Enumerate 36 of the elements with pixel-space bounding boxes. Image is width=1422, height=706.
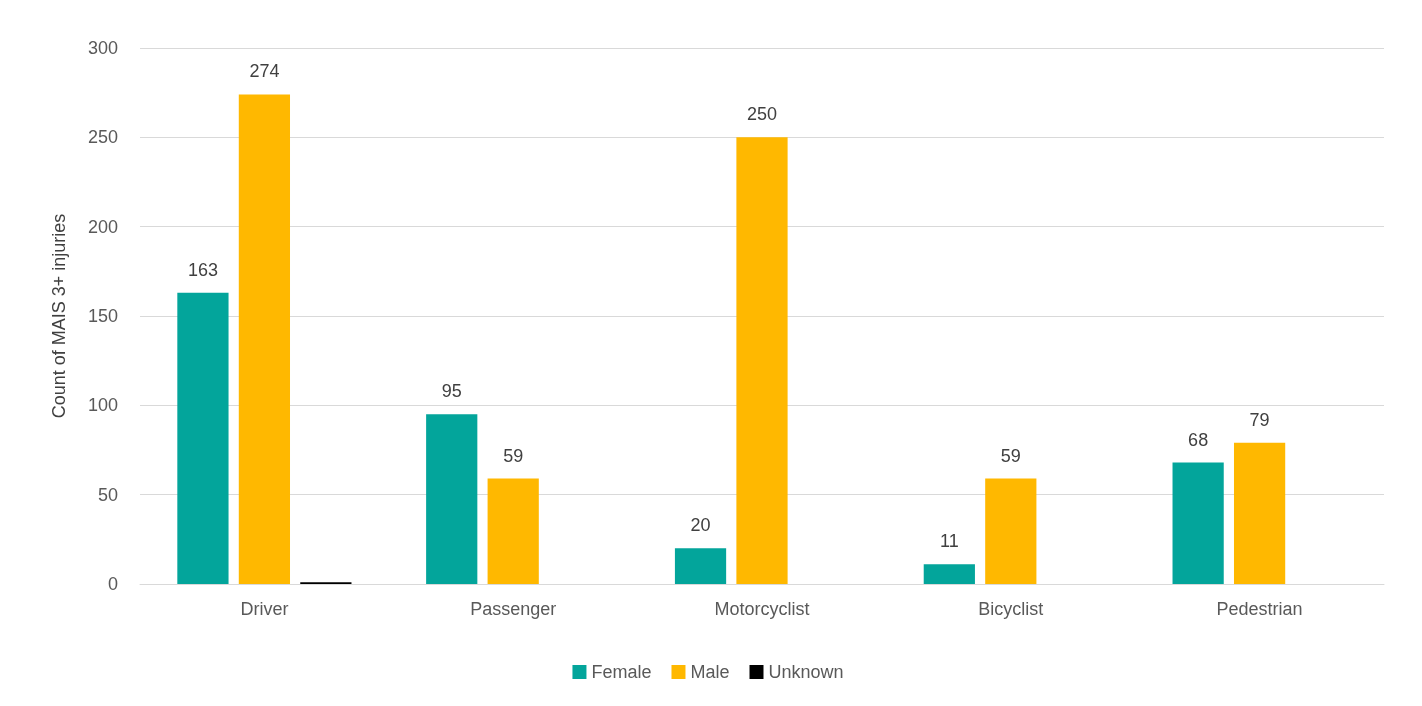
y-tick-label: 50 bbox=[97, 484, 118, 505]
y-tick-label: 0 bbox=[107, 574, 118, 594]
data-label: 250 bbox=[746, 104, 778, 125]
y-tick-label: 200 bbox=[87, 216, 118, 237]
bar bbox=[487, 478, 539, 584]
bar bbox=[674, 548, 727, 584]
y-tick-label: 150 bbox=[87, 306, 118, 326]
bar bbox=[1233, 442, 1286, 584]
legend-label: Unknown bbox=[768, 662, 844, 682]
data-label: 11 bbox=[939, 531, 959, 552]
data-label: 68 bbox=[1188, 429, 1209, 450]
bar bbox=[177, 292, 229, 584]
bar bbox=[736, 137, 788, 584]
x-tick-label: Bicyclist bbox=[978, 599, 1044, 619]
data-label: 79 bbox=[1249, 409, 1270, 430]
data-label: 20 bbox=[690, 515, 711, 536]
legend-label: Female bbox=[591, 662, 652, 682]
y-axis-title: Count of MAIS 3+ injuries bbox=[49, 213, 69, 419]
x-tick-label: Passenger bbox=[470, 599, 557, 619]
data-label: 95 bbox=[441, 381, 462, 402]
y-tick-label: 300 bbox=[87, 38, 118, 58]
x-tick-label: Driver bbox=[240, 599, 289, 619]
bar bbox=[426, 414, 478, 584]
legend-label: Male bbox=[690, 662, 730, 682]
x-tick-label: Motorcyclist bbox=[714, 599, 810, 619]
bar bbox=[1172, 462, 1224, 584]
bar bbox=[238, 94, 291, 584]
y-tick-label: 100 bbox=[87, 395, 118, 416]
x-tick-label: Pedestrian bbox=[1216, 599, 1303, 619]
data-label: 59 bbox=[1000, 445, 1021, 466]
data-label: 163 bbox=[187, 259, 218, 280]
y-tick-label: 250 bbox=[87, 127, 118, 148]
data-label: 59 bbox=[503, 445, 524, 466]
bar bbox=[985, 478, 1037, 584]
bar bbox=[923, 564, 975, 584]
data-label: 274 bbox=[249, 61, 280, 82]
